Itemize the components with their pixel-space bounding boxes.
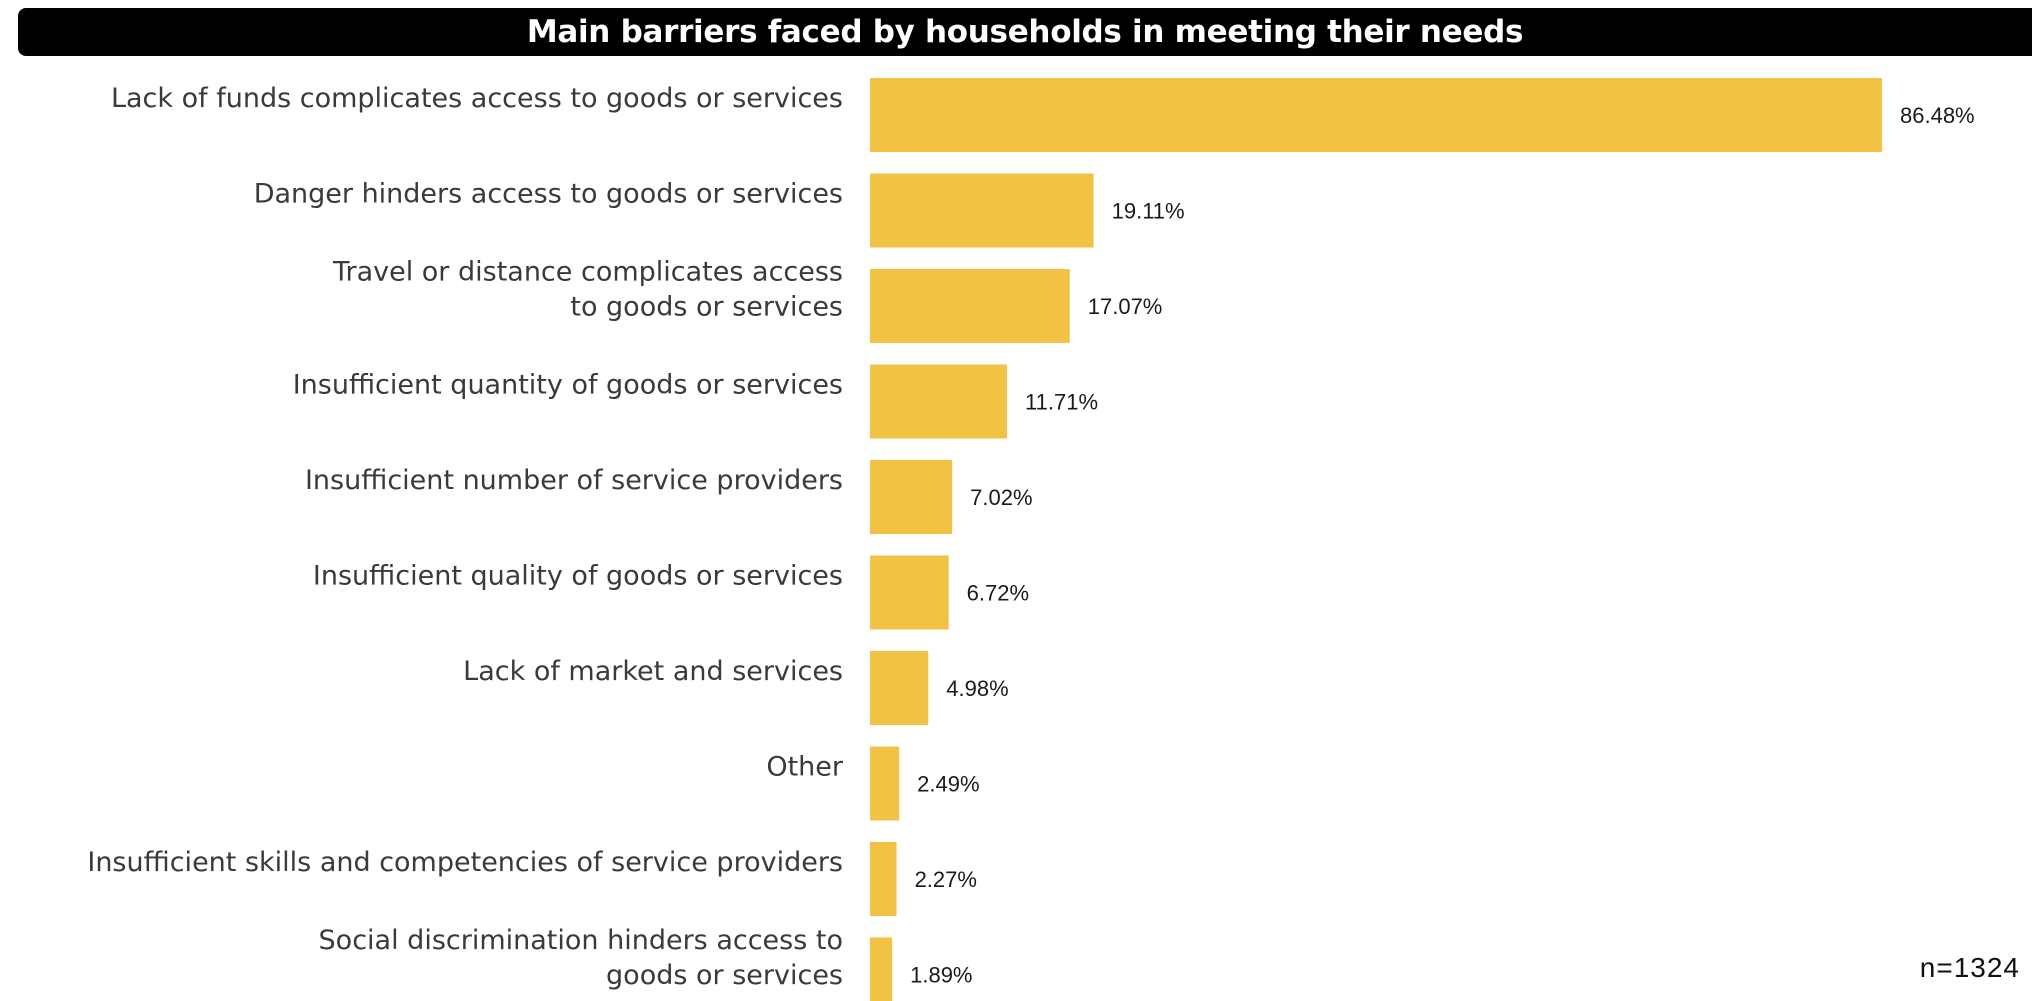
category-label-2-line-0: Travel or distance complicates access — [332, 257, 843, 288]
category-label-8: Insufficient skills and competencies of … — [87, 847, 843, 878]
category-label-3: Insufficient quantity of goods or servic… — [293, 370, 843, 401]
value-label-0: 86.48% — [1900, 103, 1975, 128]
value-label-9: 1.89% — [910, 963, 972, 988]
value-label-3: 11.71% — [1025, 390, 1098, 415]
bar-2 — [870, 269, 1070, 343]
bar-5 — [870, 555, 949, 630]
chart-title: Main barriers faced by households in mee… — [526, 14, 1524, 50]
bar-8 — [870, 842, 897, 916]
category-label-9-line-0: Social discrimination hinders access to — [319, 925, 843, 956]
category-label-2-line-1: to goods or services — [570, 292, 843, 323]
value-label-5: 6.72% — [967, 581, 1029, 606]
value-label-8: 2.27% — [915, 867, 977, 892]
value-label-6: 4.98% — [946, 676, 1008, 701]
value-label-4: 7.02% — [970, 485, 1032, 510]
category-label-4: Insufficient number of service providers — [305, 465, 843, 496]
chart-title-bar: Main barriers faced by households in mee… — [18, 8, 2032, 56]
bar-6 — [870, 651, 929, 725]
bar-0 — [870, 78, 1882, 152]
bar-4 — [870, 460, 953, 534]
category-label-1: Danger hinders access to goods or servic… — [254, 179, 843, 210]
category-label-9-line-1: goods or services — [606, 960, 843, 991]
bar-3 — [870, 364, 1008, 439]
category-label-5: Insufficient quality of goods or service… — [313, 561, 843, 592]
value-label-1: 19.11% — [1112, 199, 1185, 224]
sample-size-label: n=1324 — [1919, 952, 2020, 983]
value-label-2: 17.07% — [1088, 294, 1163, 319]
value-label-7: 2.49% — [917, 772, 979, 797]
category-label-6: Lack of market and services — [463, 656, 843, 687]
bar-9 — [870, 937, 893, 1001]
category-label-0: Lack of funds complicates access to good… — [111, 83, 843, 114]
bar-1 — [870, 173, 1094, 248]
category-label-7: Other — [766, 752, 844, 783]
bar-7 — [870, 746, 900, 821]
